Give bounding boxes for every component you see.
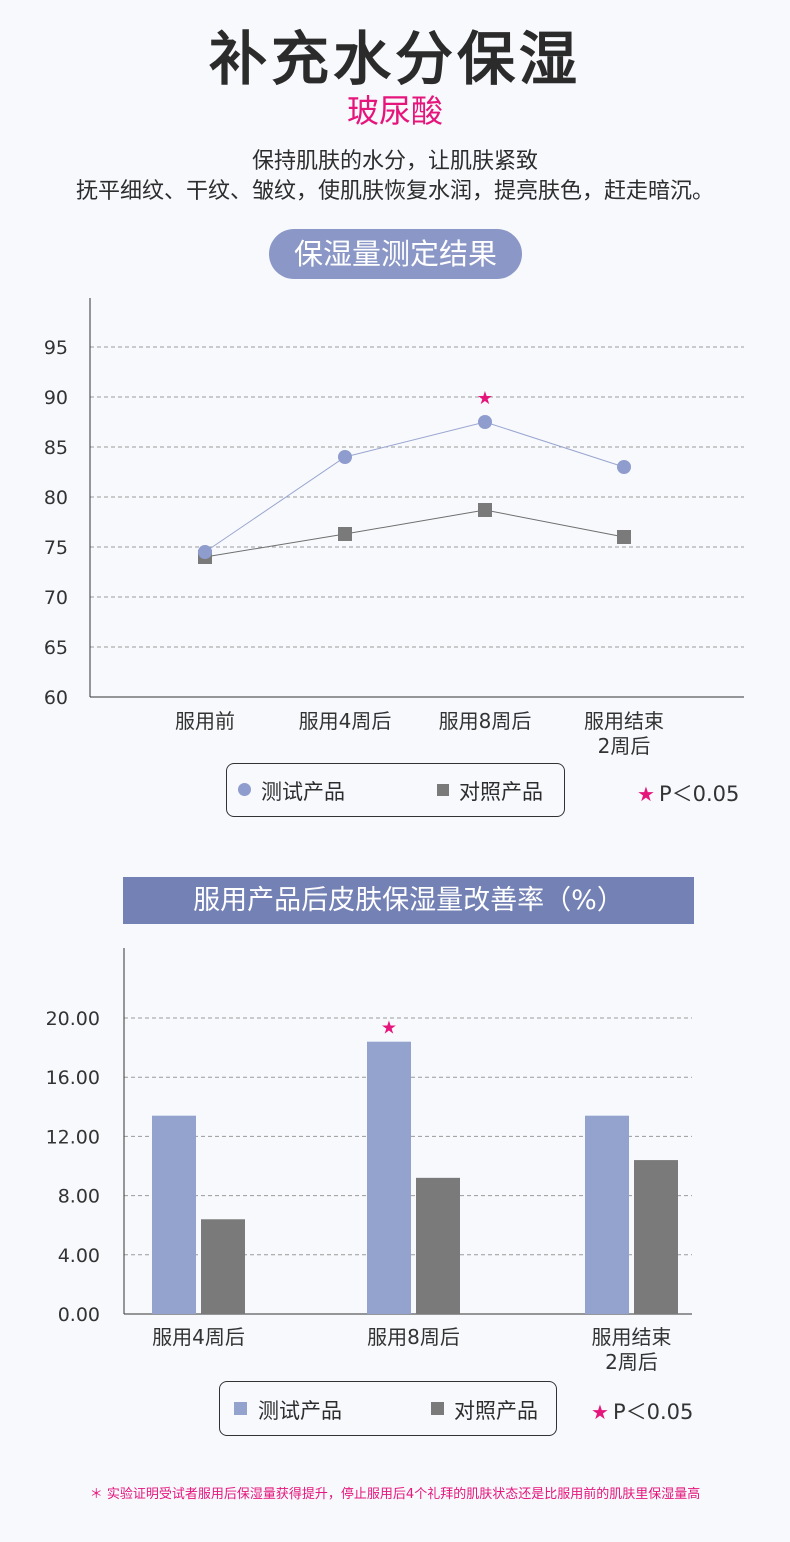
significance-note-2: ★ P＜0.05	[591, 1396, 693, 1426]
legend-control-label: 对照产品	[459, 780, 543, 804]
footnote: ＊ 实验证明受试者服用后保湿量获得提升，停止服用后4个礼拜的肌肤状态还是比服用前…	[89, 1487, 701, 1502]
control-series-line	[204, 509, 625, 558]
y-tick-label: 20.00	[46, 1008, 100, 1030]
test-product-square-icon	[234, 1402, 247, 1415]
test-bar	[152, 1115, 196, 1314]
x-tick-label: 服用4周后	[299, 709, 392, 733]
test-point	[478, 415, 492, 429]
control-point	[338, 527, 352, 541]
y-tick-label: 16.00	[46, 1067, 100, 1089]
legend-test-label: 测试产品	[261, 780, 345, 804]
x-tick-label: 2周后	[598, 734, 651, 758]
significance-star: ★	[477, 388, 493, 409]
y-tick-label: 85	[44, 437, 68, 459]
star-icon-2: ★	[591, 1400, 609, 1424]
y-tick-label: 0.00	[58, 1304, 100, 1326]
star-icon: ★	[637, 782, 655, 806]
control-bar	[201, 1219, 245, 1314]
control-bar	[416, 1177, 460, 1314]
significance-star: ★	[381, 1018, 397, 1039]
x-tick-label: 服用结束	[584, 709, 664, 733]
y-tick-label: 75	[44, 537, 68, 559]
test-point	[198, 545, 212, 559]
significance-note: ★ P＜0.05	[637, 778, 739, 808]
y-tick-label: 80	[44, 487, 68, 509]
test-bar	[367, 1041, 411, 1314]
description-line-1: 保持肌肤的水分，让肌肤紧致	[251, 149, 538, 174]
y-tick-label: 4.00	[58, 1245, 100, 1267]
y-tick-label: 8.00	[58, 1186, 100, 1208]
legend-test-label-2: 测试产品	[258, 1399, 342, 1423]
control-bar	[634, 1160, 678, 1314]
bar-chart-title: 服用产品后皮肤保湿量改善率（%）	[123, 877, 694, 924]
test-point	[617, 460, 631, 474]
y-tick-label: 60	[44, 687, 68, 709]
y-tick-label: 70	[44, 587, 68, 609]
control-point	[478, 503, 492, 517]
significance-label-2: P＜0.05	[612, 1400, 694, 1424]
x-tick-label: 服用8周后	[367, 1325, 460, 1349]
y-tick-label: 12.00	[46, 1126, 100, 1148]
y-tick-label: 95	[44, 337, 68, 359]
control-point	[617, 530, 631, 544]
line-chart-legend: 测试产品 对照产品	[226, 763, 565, 817]
x-tick-label: 服用4周后	[152, 1325, 245, 1349]
page-subtitle: 玻尿酸	[346, 92, 443, 130]
x-tick-label: 2周后	[605, 1350, 658, 1374]
test-point	[338, 450, 352, 464]
y-tick-label: 65	[44, 637, 68, 659]
test-product-dot-icon	[238, 783, 251, 796]
x-tick-label: 服用结束	[592, 1325, 672, 1349]
x-tick-label: 服用8周后	[439, 709, 532, 733]
description-line-2: 抚平细纹、干纹、皱纹，使肌肤恢复水润，提亮肤色，赶走暗沉。	[75, 179, 714, 204]
legend-control-label-2: 对照产品	[454, 1399, 538, 1423]
test-bar	[585, 1115, 629, 1314]
y-tick-label: 90	[44, 387, 68, 409]
line-chart-title: 保湿量测定结果	[269, 229, 522, 279]
x-tick-label: 服用前	[175, 709, 235, 733]
control-product-square-icon-2	[431, 1402, 444, 1415]
significance-label: P＜0.05	[658, 782, 740, 806]
page-title: 补充水分保湿	[208, 25, 581, 93]
control-product-square-icon	[437, 784, 449, 796]
test-series-line	[204, 421, 625, 553]
bar-chart-legend: 测试产品 对照产品	[219, 1381, 557, 1436]
